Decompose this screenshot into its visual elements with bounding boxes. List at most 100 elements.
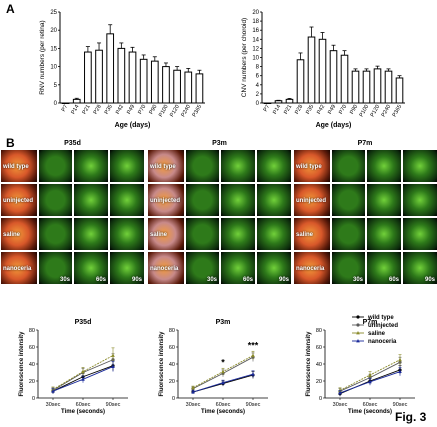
chart-title: P7m <box>363 319 378 326</box>
time-label: 60s <box>388 277 399 283</box>
angiogram-frame <box>220 149 256 183</box>
y-tick-label: 60 <box>316 345 322 351</box>
bar <box>296 59 305 104</box>
bar <box>329 50 338 104</box>
data-point <box>191 390 195 394</box>
bar <box>307 36 316 104</box>
x-tick-label: P240 <box>180 104 192 118</box>
x-tick-label: 90sec <box>106 402 121 408</box>
y-tick-label: 20 <box>29 379 35 385</box>
angiogram-frame <box>366 217 402 251</box>
angiogram-frame: 90s <box>109 251 145 285</box>
bar <box>173 69 181 104</box>
y-tick-label: 8 <box>256 65 260 71</box>
x-tick-label: P240 <box>381 104 393 118</box>
x-tick-label: 60sec <box>76 402 91 408</box>
row-label: saline <box>3 232 21 238</box>
bar <box>274 100 283 104</box>
rnv-bar-chart: 0 5 10 15 20 25 P7 P14 P21 P28 P35 P42 P49 P70 P90 P100… <box>39 10 205 129</box>
row-label: nanoceria <box>150 266 179 272</box>
group-title-p7m: P7m <box>357 140 373 147</box>
angiography-image-grid: P35d P3m P7m wild type uninjected saline na… <box>0 140 437 310</box>
fundus-photo: nanoceria <box>147 251 185 285</box>
fundus-photo: wild type <box>0 149 38 183</box>
bar <box>263 102 272 104</box>
angiogram-frame <box>256 217 292 251</box>
x-axis-label: Age (days) <box>316 122 352 129</box>
data-point <box>81 369 85 374</box>
data-point <box>251 372 255 376</box>
legend-label: wild type <box>367 315 394 321</box>
y-tick-label: 25 <box>50 10 57 16</box>
fundus-photo: saline <box>147 217 185 251</box>
x-tick-label: P42 <box>316 104 326 115</box>
y-tick-label: 6 <box>256 74 260 80</box>
y-tick-label: 40 <box>169 362 175 368</box>
bar <box>184 71 193 104</box>
significance-marker: * <box>221 357 225 367</box>
row-label: uninjected <box>3 198 34 204</box>
bar <box>95 49 103 104</box>
data-point <box>398 369 402 374</box>
x-tick-label: 30sec <box>186 402 201 408</box>
angiogram-frame <box>73 149 109 183</box>
angiogram-frame: 90s <box>402 251 437 285</box>
legend-label: nanoceria <box>368 339 397 345</box>
data-point <box>51 389 55 393</box>
x-tick-label: P14 <box>70 104 80 115</box>
time-label: 60s <box>242 277 253 283</box>
y-axis-label: Fluorescence intensity <box>306 331 312 397</box>
data-point <box>368 373 372 377</box>
row-label: nanoceria <box>296 266 325 272</box>
x-tick-label: P7 <box>263 104 272 113</box>
y-tick-label: 20 <box>169 379 175 385</box>
angiogram-frame <box>402 183 437 217</box>
angiogram-frame <box>73 183 109 217</box>
bar <box>318 38 327 104</box>
y-axis-label: Fluorescence intensity <box>19 331 25 397</box>
data-point <box>111 364 115 368</box>
angiogram-frame <box>185 149 220 183</box>
time-label: 90s <box>131 277 142 283</box>
y-tick-label: 0 <box>319 396 322 402</box>
angiogram-frame <box>220 217 256 251</box>
cnv-bar-chart: 0 2 4 6 8 10 12 14 16 18 20 P7 P14 P21 P28 P35 P42 P49 P70… <box>241 10 405 129</box>
x-tick-label: P49 <box>126 104 136 115</box>
bar <box>72 98 81 104</box>
x-tick-label: P365 <box>192 104 204 118</box>
y-tick-label: 10 <box>252 56 259 62</box>
y-tick-label: 14 <box>252 37 259 43</box>
significance-marker: *** <box>248 340 259 350</box>
bar <box>61 102 70 104</box>
y-tick-label: 80 <box>29 328 35 334</box>
data-point <box>221 380 225 385</box>
angiogram-frame <box>109 183 145 217</box>
data-point <box>356 339 360 343</box>
angiogram-frame <box>185 183 220 217</box>
angiogram-frame <box>331 149 366 183</box>
x-tick-label: P100 <box>158 104 170 118</box>
bar <box>340 54 349 104</box>
chart-title: P3m <box>216 319 231 326</box>
y-tick-label: 60 <box>169 345 175 351</box>
angiogram-frame <box>366 149 402 183</box>
x-tick-label: P35 <box>104 104 114 115</box>
angiogram-frame: 60s <box>220 251 256 285</box>
fundus-photo: nanoceria <box>293 251 331 285</box>
x-tick-label: P365 <box>392 104 404 118</box>
row-label: saline <box>150 232 168 238</box>
x-tick-label: P70 <box>137 104 147 115</box>
x-tick-label: 90sec <box>246 402 261 408</box>
angiogram-frame <box>73 217 109 251</box>
row-label: wild type <box>296 164 322 170</box>
x-tick-label: 90sec <box>393 402 408 408</box>
angiogram-frame <box>185 217 220 251</box>
x-tick-label: P21 <box>283 104 293 115</box>
angiogram-frame <box>402 217 437 251</box>
y-tick-label: 4 <box>256 83 260 89</box>
data-point <box>81 377 85 381</box>
